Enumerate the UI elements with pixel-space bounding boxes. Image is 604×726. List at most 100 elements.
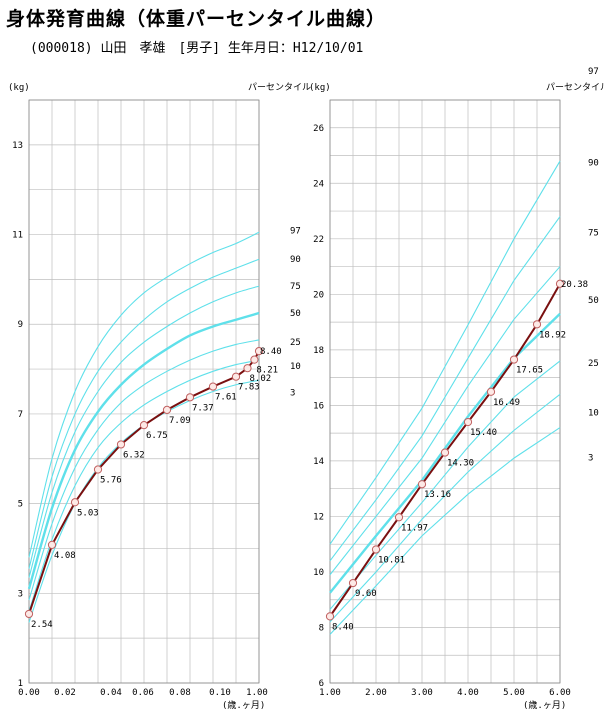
y-tick-label: 13 [12,141,23,151]
percentile-label-10: 10 [588,408,599,418]
percentile-label-25: 25 [588,359,599,369]
y-tick-label: 7 [18,410,23,420]
percentile-title: パーセンタイル [248,82,311,93]
plot-frame [329,99,561,684]
measurement-point [231,372,241,381]
y-tick-label: 1 [18,679,23,689]
measurement-value-label: 8.21 [256,366,278,376]
measurement-value-label: 17.65 [516,366,543,376]
measurement-point [555,279,565,288]
measurement-value-label: 8.40 [332,622,354,632]
y-tick-label: 20 [313,290,324,300]
percentile-curve-90 [329,216,561,562]
measurement-value-label: 6.75 [146,431,168,441]
x-tick-label: 5.00 [503,688,525,698]
measurement-value-label: 20.38 [561,280,588,290]
x-tick-label: 1.00 [319,688,341,698]
measurement-point [24,609,34,619]
y-tick-label: 9 [18,320,23,330]
measurement-point [162,405,172,414]
percentile-label-50: 50 [290,309,301,319]
x-tick-label: 0.02 [54,688,76,698]
percentile-label-97: 97 [290,226,301,236]
percentile-curve-75 [28,285,260,578]
percentile-curve-10 [329,393,561,623]
percentile-curve-97 [28,231,260,558]
measurement-value-label: 13.16 [424,490,451,500]
percentile-curve-3 [329,427,561,635]
x-tick-label: 4.00 [457,688,479,698]
y-axis-label: (kg) [309,83,331,93]
measurement-value-label: 5.76 [100,476,122,486]
y-tick-label: 3 [18,589,23,599]
page-title: 身体発育曲線（体重パーセンタイル曲線） [6,8,387,30]
percentile-label-25: 25 [290,338,301,348]
measurement-value-label: 8.02 [250,374,272,384]
x-tick-label: 2.00 [365,688,387,698]
measurement-point [250,355,259,364]
y-tick-label: 16 [313,401,324,411]
measurement-point [325,612,335,621]
measurement-point [254,347,264,356]
x-tick-label: 0.10 [209,688,231,698]
percentile-label-3: 3 [290,388,295,398]
measurement-value-label: 9.60 [355,589,377,599]
x-tick-label: 0.06 [132,688,154,698]
y-tick-label: 24 [313,179,324,189]
percentile-curve-75 [329,266,561,576]
y-tick-label: 18 [313,346,324,356]
percentile-label-3: 3 [588,454,593,464]
x-axis-label: (歳.ヶ月) [222,699,265,711]
measurement-point [47,540,57,549]
y-tick-label: 5 [18,500,23,510]
measurement-value-label: 14.30 [447,459,474,469]
measurement-point [417,480,427,489]
measurement-point [243,364,252,373]
measurement-value-label: 10.81 [378,555,405,565]
x-tick-label: 0.04 [100,688,122,698]
y-tick-label: 8 [319,623,324,633]
percentile-label-97: 97 [588,67,599,77]
patient-info: (000018) 山田 孝雄 [男子] 生年月日：H12/10/01 [30,41,364,56]
x-axis-label: (歳.ヶ月) [523,699,566,711]
percentile-curve-10 [28,359,260,612]
measurement-point [463,417,473,427]
x-tick-label: 1.00 [246,688,268,698]
measurement-point [440,448,450,457]
percentile-label-10: 10 [290,362,301,372]
measurement-value-label: 7.83 [238,383,260,393]
y-tick-label: 12 [313,512,324,522]
percentile-label-90: 90 [290,255,301,265]
measurement-point [185,393,195,402]
y-tick-label: 14 [313,457,324,467]
measurement-point [486,387,496,396]
measurement-value-label: 11.97 [401,523,428,533]
measurement-point [532,320,542,329]
measurement-point [93,465,103,474]
measurement-value-label: 16.49 [493,398,520,408]
percentile-label-50: 50 [588,296,599,306]
percentile-label-90: 90 [588,159,599,169]
x-tick-label: 6.00 [549,688,571,698]
measurement-value-label: 8.40 [260,347,282,357]
percentile-label-75: 75 [290,282,301,292]
y-tick-label: 22 [313,235,324,245]
y-tick-label: 10 [313,568,324,578]
percentile-curve-97 [329,160,561,545]
measurement-value-label: 4.08 [54,551,76,561]
percentile-curve-50 [329,312,561,594]
measurement-value-label: 15.40 [470,428,497,438]
x-tick-label: 0.00 [18,688,40,698]
percentile-curve-90 [28,258,260,569]
percentile-curve-25 [329,360,561,610]
measurement-point [116,440,126,449]
measurement-point [139,421,149,430]
percentile-curve-50 [27,311,260,590]
measurement-point [208,382,218,391]
measurement-value-label: 2.54 [31,620,53,630]
x-tick-label: 3.00 [411,688,433,698]
y-tick-label: 6 [319,679,324,689]
measurement-value-label: 5.03 [77,508,99,518]
y-tick-label: 11 [12,231,23,241]
